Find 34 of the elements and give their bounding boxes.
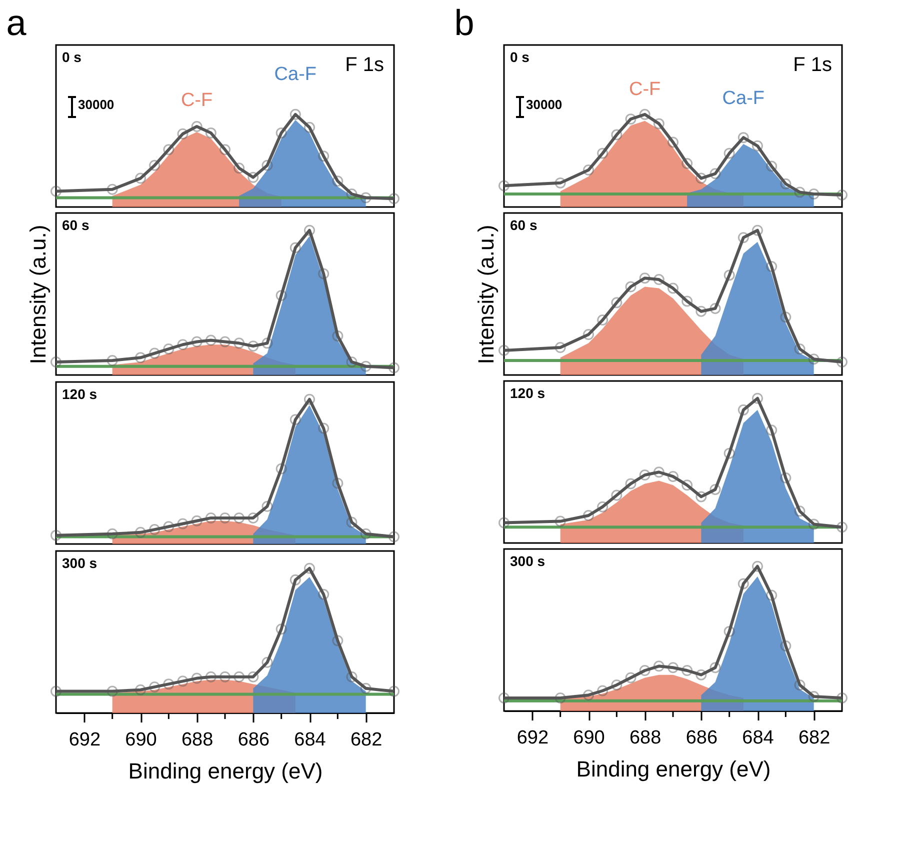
text: 30000 xyxy=(78,97,114,112)
chart-title: b xyxy=(454,2,474,43)
text: F 1s xyxy=(345,54,384,76)
x-tick-label: 688 xyxy=(629,728,662,748)
x-tick-label: 686 xyxy=(686,728,718,748)
x-tick-label: 684 xyxy=(294,730,326,750)
annotation: 120 s xyxy=(510,385,546,401)
annotation: 60 s xyxy=(510,217,538,233)
text: 0 s xyxy=(62,49,82,65)
x-tick-label: 690 xyxy=(125,730,157,750)
x-axis-title: Binding energy (eV) xyxy=(576,756,771,782)
text: C-F xyxy=(629,78,661,100)
x-tick-label: 682 xyxy=(798,728,830,748)
chart-title: a xyxy=(6,2,28,43)
y-axis-title: Intensity (a.u.) xyxy=(474,224,498,364)
x-tick-label: 682 xyxy=(350,730,382,750)
x-tick-label: 692 xyxy=(516,728,549,748)
text: 30000 xyxy=(526,97,562,112)
x-tick-label: 690 xyxy=(573,728,605,748)
text: Ca-F xyxy=(722,88,765,110)
text: 0 s xyxy=(510,49,530,65)
text: F 1s xyxy=(793,54,832,76)
text: C-F xyxy=(181,90,213,112)
annotation: 60 s xyxy=(62,217,90,233)
y-axis-title: Intensity (a.u.) xyxy=(26,224,50,364)
annotation: 300 s xyxy=(510,553,546,569)
annotation: 300 s xyxy=(62,555,98,571)
x-tick-label: 688 xyxy=(181,730,214,750)
text: Ca-F xyxy=(274,64,317,85)
x-tick-label: 692 xyxy=(68,730,101,750)
x-axis-title: Binding energy (eV) xyxy=(128,758,323,784)
x-tick-label: 684 xyxy=(742,728,774,748)
x-tick-label: 686 xyxy=(238,730,270,750)
annotation: 120 s xyxy=(62,386,98,402)
